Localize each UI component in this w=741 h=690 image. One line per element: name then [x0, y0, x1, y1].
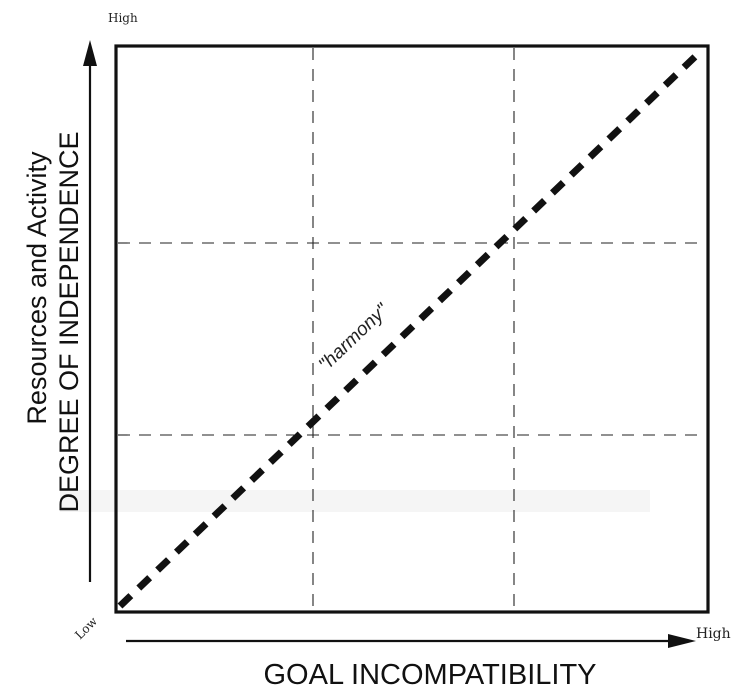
- matrix-frame: [114, 44, 710, 614]
- x-axis-title: GOAL INCOMPATIBILITY: [263, 659, 596, 690]
- y-high-label: High: [108, 11, 138, 25]
- y-axis-title: DEGREE OF INDEPENDENCE: [54, 131, 84, 512]
- x-high-label: High: [696, 626, 731, 642]
- harmony-diagonal-line: [117, 49, 703, 609]
- x-axis-arrow: [126, 634, 696, 648]
- y-axis-arrow: [83, 40, 97, 582]
- scan-smudge: [60, 490, 650, 512]
- origin-low-label: Low: [72, 614, 100, 642]
- harmony-label: "harmony": [315, 299, 394, 375]
- y-axis-subtitle: Resources and Activity: [22, 151, 52, 425]
